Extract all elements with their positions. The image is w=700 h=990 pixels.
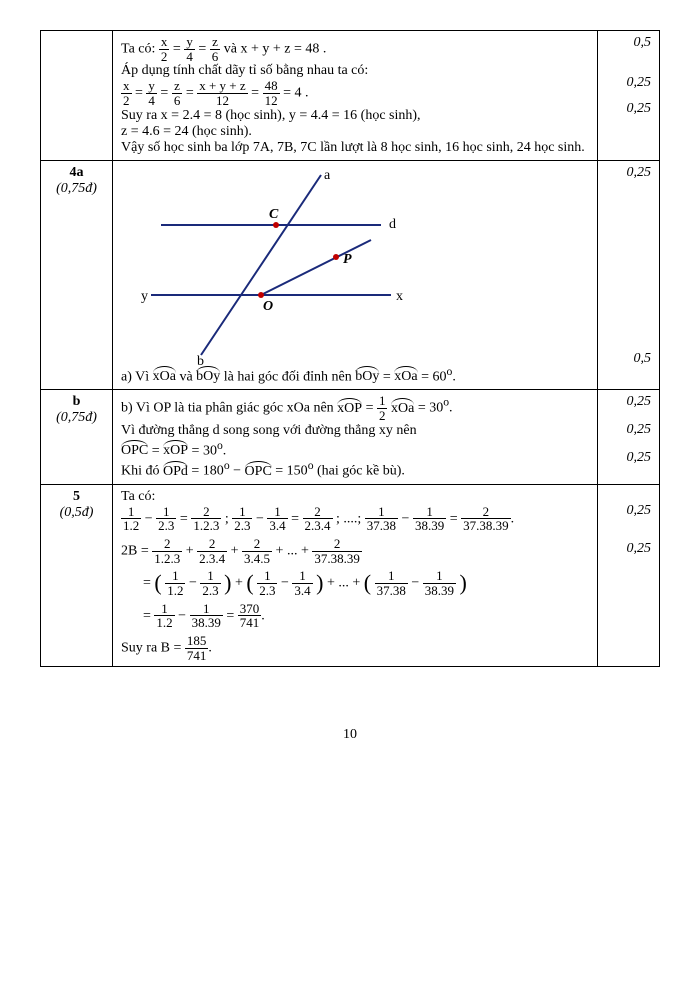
txt: Suy ra	[121, 108, 161, 123]
q-label-4b: b (0,75đ)	[41, 390, 113, 485]
svg-text:x: x	[396, 289, 403, 304]
geometry-diagram: a b C d P O x y	[121, 165, 441, 365]
txt: Áp dụng tính chất dãy tỉ số bằng nhau ta…	[121, 63, 589, 79]
svg-text:a: a	[324, 168, 331, 183]
eq: x = 2.4 = 8	[161, 108, 222, 123]
svg-text:P: P	[343, 252, 352, 267]
txt: là hai góc đối đỉnh nên	[224, 369, 355, 384]
row-q4a: 4a (0,75đ) a b C d P O x y a) Vì xOa và …	[41, 160, 660, 390]
txt: = 4 .	[283, 86, 308, 101]
answer-table: Ta có: x2 = y4 = z6 và x + y + z = 48 . …	[40, 30, 660, 667]
score-col: 0,25 0,25 0,25	[598, 390, 660, 485]
txt: Ta có:	[121, 41, 159, 56]
content-q4a: a b C d P O x y a) Vì xOa và bOy là hai …	[113, 160, 598, 390]
angle-xOa: xOa	[153, 369, 176, 385]
eq: x + y + z = 48	[240, 41, 319, 56]
svg-text:y: y	[141, 289, 148, 304]
q-label-5: 5 (0,5đ)	[41, 484, 113, 666]
txt: Vậy số học sinh ba lớp 7A, 7B, 7C lần lư…	[121, 140, 589, 156]
row-q4b: b (0,75đ) b) Vì OP là tia phân giác góc …	[41, 390, 660, 485]
angle-bOy: bOy	[196, 369, 220, 385]
svg-text:b: b	[197, 354, 204, 365]
svg-text:O: O	[263, 299, 273, 314]
txt: và	[179, 369, 196, 384]
svg-text:C: C	[269, 207, 279, 222]
content-q4b: b) Vì OP là tia phân giác góc xOa nên xO…	[113, 390, 598, 485]
eq: z = 4.6 = 24	[121, 124, 189, 139]
eq: y = 4.4 = 16	[289, 108, 357, 123]
txt: (học sinh),	[361, 108, 421, 123]
q-label-empty	[41, 31, 113, 161]
svg-text:d: d	[389, 217, 396, 232]
q-label-4a: 4a (0,75đ)	[41, 160, 113, 390]
score-col: 0,25 0,25	[598, 484, 660, 666]
score-col: 0,25 0,5	[598, 160, 660, 390]
page-number: 10	[40, 727, 660, 743]
score-col: 0,5 0,25 0,25	[598, 31, 660, 161]
txt: và	[224, 41, 241, 56]
content-q3: Ta có: x2 = y4 = z6 và x + y + z = 48 . …	[113, 31, 598, 161]
txt: (học sinh),	[225, 108, 288, 123]
row-q3-cont: Ta có: x2 = y4 = z6 và x + y + z = 48 . …	[41, 31, 660, 161]
txt: (học sinh).	[192, 124, 252, 139]
row-q5: 5 (0,5đ) Ta có: 11.2 − 12.3 = 21.2.3 ; 1…	[41, 484, 660, 666]
txt: a) Vì	[121, 369, 153, 384]
content-q5: Ta có: 11.2 − 12.3 = 21.2.3 ; 12.3 − 13.…	[113, 484, 598, 666]
